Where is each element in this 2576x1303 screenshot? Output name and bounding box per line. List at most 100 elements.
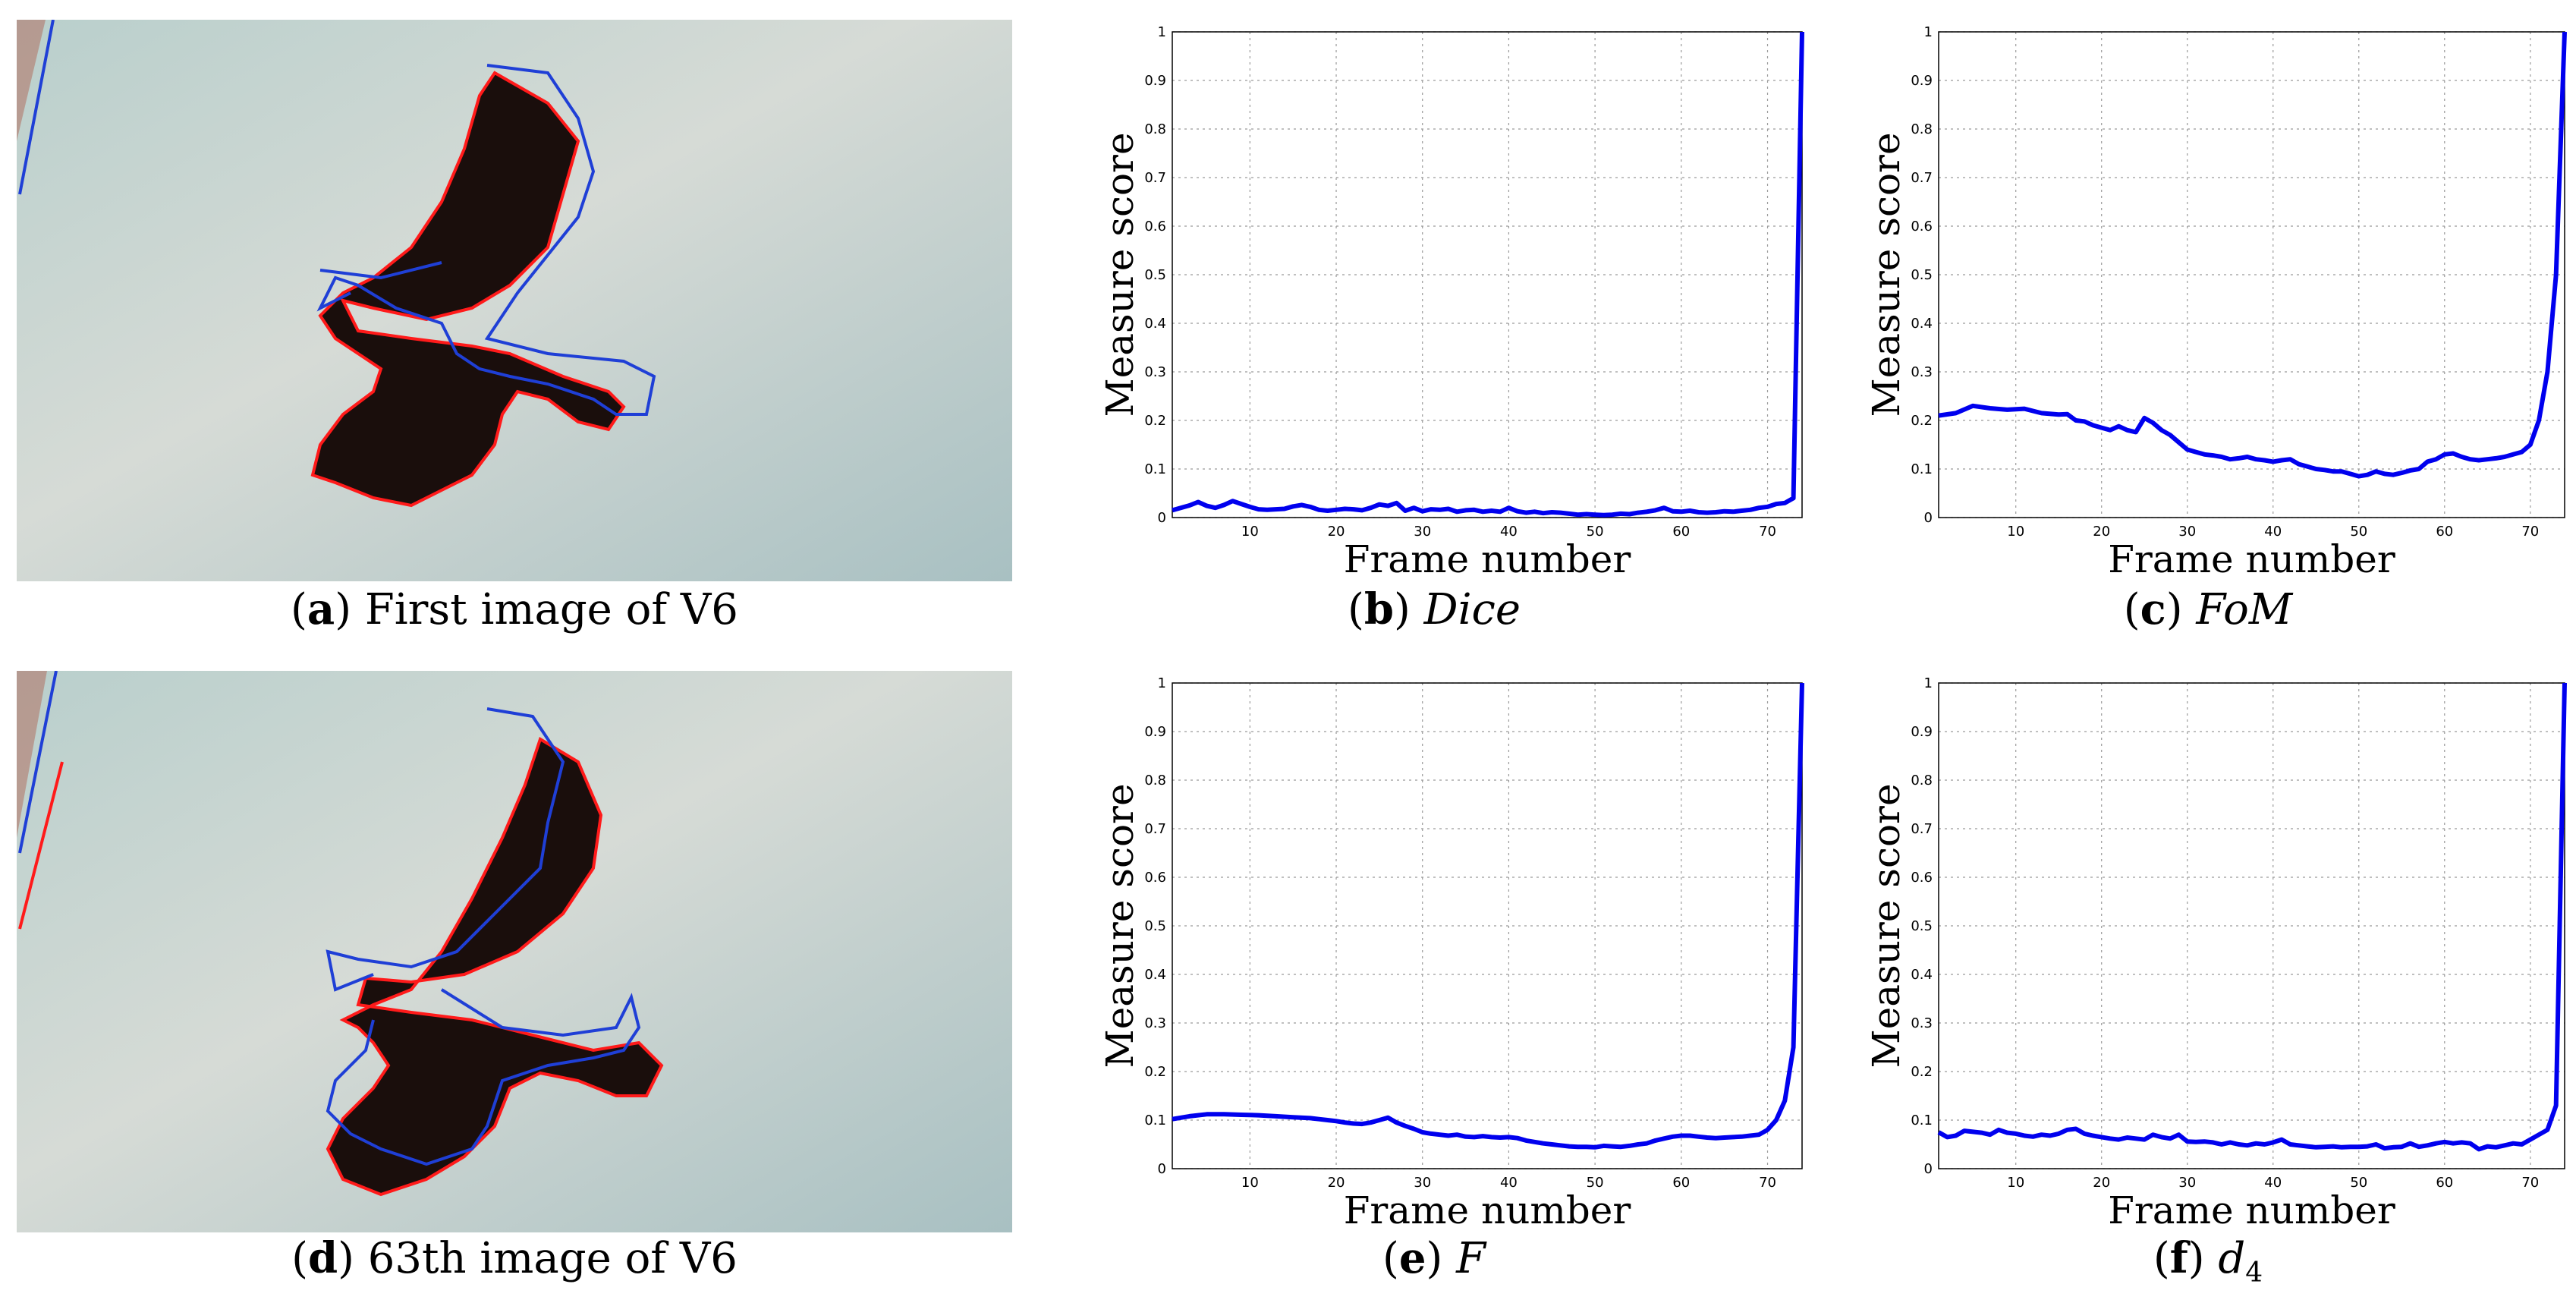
caption-a: (a) First image of V6 bbox=[291, 584, 738, 634]
y-tick-label: 0.1 bbox=[1911, 461, 1933, 477]
x-tick-label: 20 bbox=[2093, 524, 2110, 540]
y-tick-label: 1 bbox=[1924, 24, 1933, 40]
series-line-Dice bbox=[1172, 31, 1804, 518]
y-tick-label: 0.7 bbox=[1911, 821, 1933, 837]
y-tick-label: 0.3 bbox=[1911, 364, 1933, 380]
x-tick-label: 60 bbox=[2436, 1175, 2453, 1191]
x-tick-label: 70 bbox=[1759, 524, 1776, 540]
photo-63th-image bbox=[17, 671, 1012, 1232]
y-tick-label: 0.5 bbox=[1911, 267, 1933, 283]
caption-c: (c) FoM bbox=[2123, 584, 2293, 634]
photo-first-image bbox=[17, 20, 1012, 581]
series-line-FoM bbox=[1938, 31, 2567, 479]
x-axis-label: Frame number bbox=[1344, 1188, 1631, 1232]
x-tick-label: 50 bbox=[2350, 524, 2367, 540]
y-tick-label: 0.6 bbox=[1144, 870, 1166, 886]
y-tick-label: 0.8 bbox=[1144, 773, 1166, 788]
series-line-F bbox=[1172, 682, 1804, 1150]
plot-frame bbox=[1938, 682, 2565, 1169]
y-axis-label: Measure score bbox=[1098, 783, 1142, 1068]
caption-e: (e) F bbox=[1382, 1233, 1486, 1283]
y-tick-label: 0.5 bbox=[1911, 918, 1933, 934]
x-tick-label: 70 bbox=[2521, 524, 2539, 540]
x-tick-label: 30 bbox=[2178, 524, 2196, 540]
y-tick-label: 0.9 bbox=[1144, 724, 1166, 740]
y-tick-label: 0.3 bbox=[1144, 364, 1166, 380]
y-tick-label: 1 bbox=[1158, 24, 1166, 40]
x-tick-label: 20 bbox=[1328, 1175, 1345, 1191]
x-tick-label: 40 bbox=[2264, 524, 2282, 540]
y-tick-label: 0.1 bbox=[1911, 1113, 1933, 1128]
x-tick-label: 50 bbox=[1587, 1175, 1604, 1191]
chart-fom: 10 20 30 40 50 60 70 0 0.1 0.2 0.3 0.4 0.5 0.6 0.7 0.8 0… bbox=[1864, 24, 2567, 581]
x-tick-label: 20 bbox=[2093, 1175, 2110, 1191]
x-tick-label: 20 bbox=[1328, 524, 1345, 540]
x-tick-label: 40 bbox=[1500, 1175, 1518, 1191]
x-tick-label: 40 bbox=[1500, 524, 1518, 540]
y-tick-label: 0.2 bbox=[1144, 413, 1166, 429]
y-tick-label: 0.1 bbox=[1144, 461, 1166, 477]
chart-dice: 10 20 30 40 50 60 70 0 0.1 0.2 0.3 0.4 0.5 0.6 0.7 0.8 0… bbox=[1098, 24, 1804, 581]
y-tick-label: 1 bbox=[1158, 675, 1166, 691]
x-tick-label: 60 bbox=[1672, 524, 1690, 540]
x-tick-label: 50 bbox=[2350, 1175, 2367, 1191]
y-tick-label: 0.9 bbox=[1911, 724, 1933, 740]
y-tick-label: 0.7 bbox=[1911, 170, 1933, 186]
y-tick-label: 0.4 bbox=[1911, 316, 1933, 332]
y-tick-label: 0.6 bbox=[1911, 219, 1933, 234]
x-axis-label: Frame number bbox=[1344, 537, 1631, 581]
y-tick-label: 0.4 bbox=[1144, 967, 1166, 983]
y-tick-label: 0.5 bbox=[1144, 918, 1166, 934]
y-tick-label: 0.7 bbox=[1144, 821, 1166, 837]
plot-frame bbox=[1172, 682, 1803, 1169]
y-tick-label: 0.2 bbox=[1911, 1064, 1933, 1080]
x-axis-label: Frame number bbox=[2108, 537, 2395, 581]
y-tick-label: 0 bbox=[1924, 1161, 1933, 1177]
y-tick-label: 0.8 bbox=[1911, 121, 1933, 137]
y-tick-label: 0.2 bbox=[1911, 413, 1933, 429]
x-tick-label: 40 bbox=[2264, 1175, 2282, 1191]
x-tick-label: 50 bbox=[1587, 524, 1604, 540]
y-tick-label: 0.1 bbox=[1144, 1113, 1166, 1128]
y-tick-label: 0.6 bbox=[1911, 870, 1933, 886]
chart-d4: 10 20 30 40 50 60 70 0 0.1 0.2 0.3 0.4 0.5 0.6 0.7 0.8 0… bbox=[1864, 675, 2567, 1232]
caption-d: (d) 63th image of V6 bbox=[291, 1233, 738, 1283]
y-tick-label: 0.7 bbox=[1144, 170, 1166, 186]
x-tick-label: 70 bbox=[2521, 1175, 2539, 1191]
x-tick-label: 60 bbox=[2436, 524, 2453, 540]
y-axis-label: Measure score bbox=[1098, 132, 1142, 417]
x-tick-label: 10 bbox=[1241, 1175, 1259, 1191]
moth-shape bbox=[310, 64, 656, 508]
y-tick-label: 0 bbox=[1158, 510, 1166, 526]
y-axis-label: Measure score bbox=[1864, 132, 1908, 417]
series-line-d4 bbox=[1937, 682, 2567, 1152]
x-tick-label: 60 bbox=[1672, 1175, 1690, 1191]
x-tick-label: 30 bbox=[2178, 1175, 2196, 1191]
y-tick-label: 0.6 bbox=[1144, 219, 1166, 234]
y-tick-label: 0.2 bbox=[1144, 1064, 1166, 1080]
plot-frame bbox=[1172, 31, 1803, 518]
y-tick-label: 0.3 bbox=[1144, 1015, 1166, 1031]
y-tick-label: 0.4 bbox=[1144, 316, 1166, 332]
x-axis-label: Frame number bbox=[2108, 1188, 2395, 1232]
y-axis-label: Measure score bbox=[1864, 783, 1908, 1068]
caption-b: (b) Dice bbox=[1348, 584, 1521, 634]
x-tick-label: 10 bbox=[1241, 524, 1259, 540]
plot-frame bbox=[1938, 31, 2565, 518]
y-tick-label: 1 bbox=[1924, 675, 1933, 691]
y-tick-label: 0.8 bbox=[1911, 773, 1933, 788]
x-tick-label: 30 bbox=[1414, 524, 1431, 540]
y-tick-label: 0 bbox=[1924, 510, 1933, 526]
y-tick-label: 0.9 bbox=[1144, 73, 1166, 89]
chart-f: 10 20 30 40 50 60 70 0 0.1 0.2 0.3 0.4 0.5 0.6 0.7 0.8 0… bbox=[1098, 675, 1804, 1232]
y-tick-label: 0.9 bbox=[1911, 73, 1933, 89]
y-tick-label: 0.3 bbox=[1911, 1015, 1933, 1031]
y-tick-label: 0.5 bbox=[1144, 267, 1166, 283]
moth-shape bbox=[326, 707, 664, 1197]
x-tick-label: 10 bbox=[2007, 1175, 2024, 1191]
x-tick-label: 70 bbox=[1759, 1175, 1776, 1191]
caption-f: (f) d4 bbox=[2153, 1233, 2263, 1289]
y-tick-label: 0.4 bbox=[1911, 967, 1933, 983]
x-tick-label: 30 bbox=[1414, 1175, 1431, 1191]
y-tick-label: 0.8 bbox=[1144, 121, 1166, 137]
